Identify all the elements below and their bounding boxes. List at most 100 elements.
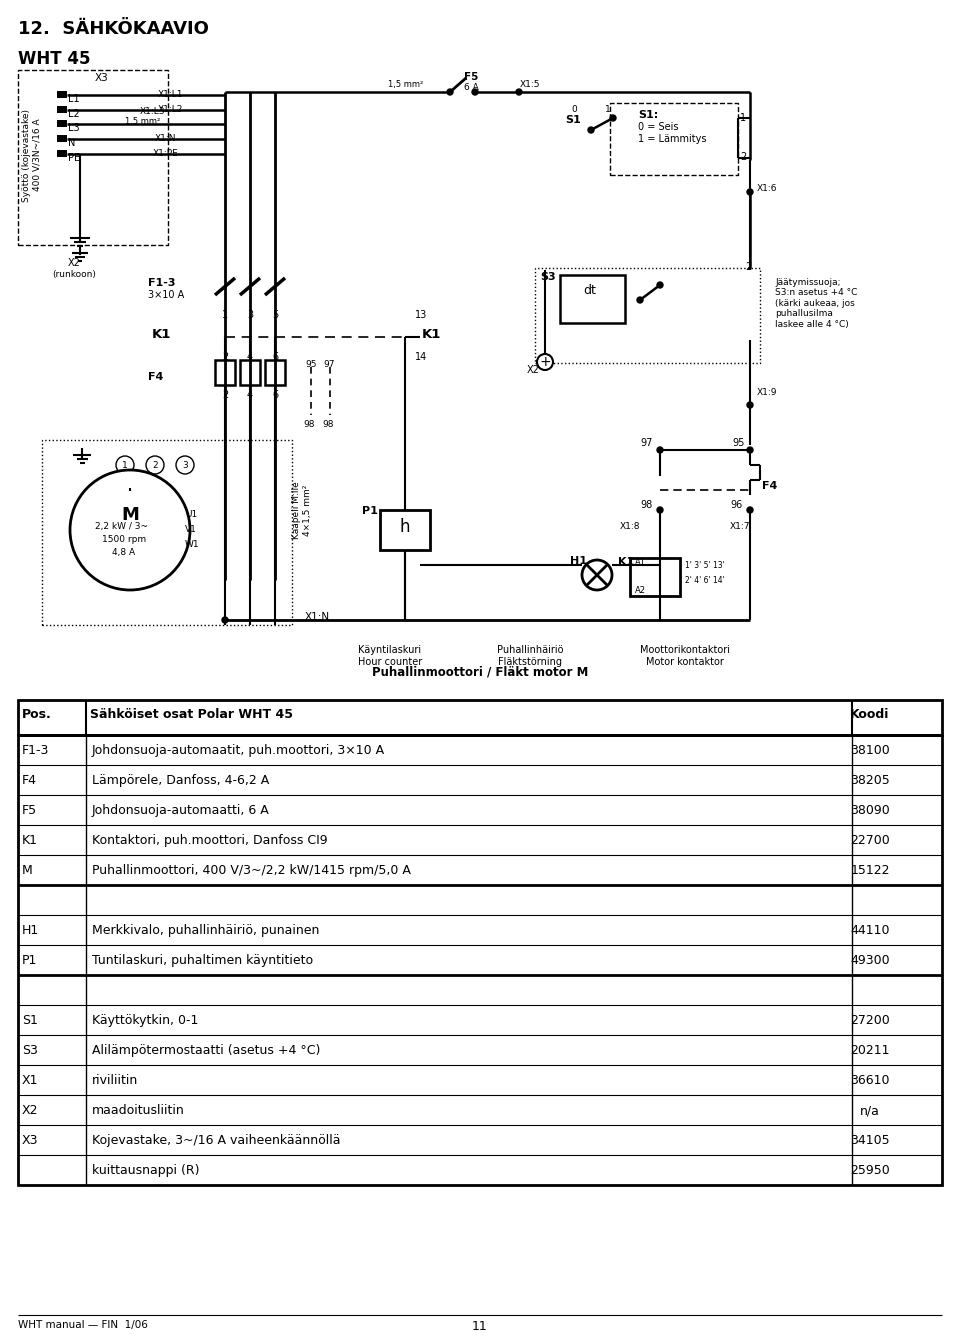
Text: V1: V1 [185,524,197,534]
Text: X1:PE: X1:PE [153,149,179,158]
Text: riviliitin: riviliitin [92,1074,138,1088]
Bar [42,440,292,625]
Text: 2: 2 [740,152,746,162]
Text: X1:7: X1:7 [730,522,751,531]
Text: A1: A1 [635,558,646,567]
Text: 13: 13 [415,310,427,320]
Text: W1: W1 [185,540,200,548]
Circle shape [588,127,594,133]
Bar [610,103,738,174]
Circle shape [747,507,753,514]
Circle shape [70,469,190,590]
Text: Johdonsuoja-automaatit, puh.moottori, 3×10 A: Johdonsuoja-automaatit, puh.moottori, 3×… [92,744,385,758]
Text: 15122: 15122 [851,864,890,877]
Text: F1-3: F1-3 [148,278,176,288]
Text: 2: 2 [222,351,228,362]
Text: 0 = Seis: 0 = Seis [638,122,679,131]
Text: Puhallinmoottori / Fläkt motor M: Puhallinmoottori / Fläkt motor M [372,665,588,679]
Text: kuittausnappi (R): kuittausnappi (R) [92,1164,200,1177]
Text: L2: L2 [68,109,80,119]
Text: 22700: 22700 [851,834,890,848]
Text: 49300: 49300 [851,953,890,967]
Text: X1:N: X1:N [155,134,177,143]
Circle shape [610,115,616,121]
Text: 38090: 38090 [851,805,890,817]
Circle shape [657,447,663,453]
Text: 25950: 25950 [851,1164,890,1177]
Text: 97: 97 [640,439,653,448]
Text: dt: dt [584,283,596,296]
Text: L3: L3 [68,123,80,133]
Text: 3: 3 [182,460,188,469]
Bar [240,359,260,385]
Circle shape [176,456,194,473]
Text: H1: H1 [570,557,587,566]
Text: X1:L1: X1:L1 [158,90,183,99]
Circle shape [516,89,522,95]
Text: K1: K1 [22,834,38,848]
Bar [630,558,680,595]
Text: (runkoon): (runkoon) [52,270,96,279]
Text: 0: 0 [571,105,577,114]
Text: 27200: 27200 [851,1014,890,1027]
Text: 1: 1 [122,460,128,469]
Bar [215,359,235,385]
Circle shape [472,89,478,95]
Text: 2: 2 [153,460,157,469]
Text: 98: 98 [322,420,333,429]
Bar [18,735,942,1185]
Text: Johdonsuoja-automaatti, 6 A: Johdonsuoja-automaatti, 6 A [92,805,270,817]
Bar [57,135,67,142]
Text: X1:9: X1:9 [757,388,778,397]
Text: S3: S3 [540,272,556,282]
Circle shape [747,402,753,408]
Text: Koodi: Koodi [851,708,890,721]
Bar [57,91,67,98]
Text: 3×10 A: 3×10 A [148,290,184,300]
Text: Merkkivalo, puhallinhäiriö, punainen: Merkkivalo, puhallinhäiriö, punainen [92,924,320,937]
Text: 1500 rpm: 1500 rpm [102,535,146,544]
Bar [57,150,67,157]
Text: S1:: S1: [638,110,659,119]
Text: K1: K1 [152,329,172,341]
Text: 44110: 44110 [851,924,890,937]
Text: 1,5 mm²: 1,5 mm² [125,117,160,126]
Text: N: N [68,138,76,148]
Text: 98: 98 [640,500,652,510]
Text: 2: 2 [745,261,752,272]
Text: WHT manual — FIN  1/06: WHT manual — FIN 1/06 [18,1320,148,1330]
Text: Lämpörele, Danfoss, 4-6,2 A: Lämpörele, Danfoss, 4-6,2 A [92,774,269,787]
Bar [18,700,942,735]
Text: 96: 96 [730,500,742,510]
Text: F4: F4 [762,481,778,491]
Text: X1:L3: X1:L3 [140,107,165,117]
Text: 12.  SÄHKÖKAAVIO: 12. SÄHKÖKAAVIO [18,20,209,38]
Text: 11: 11 [472,1320,488,1333]
Text: 34105: 34105 [851,1134,890,1147]
Text: F4: F4 [22,774,37,787]
Text: Puhallinhäiriö
Fläktstörning: Puhallinhäiriö Fläktstörning [496,645,564,666]
Text: 1: 1 [605,105,611,114]
Text: 14: 14 [415,351,427,362]
Text: K1: K1 [618,557,635,567]
Bar [380,510,430,550]
Text: Kojevastake, 3~/16 A vaiheenkäännöllä: Kojevastake, 3~/16 A vaiheenkäännöllä [92,1134,341,1147]
Text: 4,8 A: 4,8 A [112,548,135,557]
Circle shape [146,456,164,473]
Circle shape [747,447,753,453]
Text: Pos.: Pos. [22,708,52,721]
Text: 6: 6 [272,390,278,400]
Text: Alilämpötermostaatti (asetus +4 °C): Alilämpötermostaatti (asetus +4 °C) [92,1045,321,1057]
Text: X1:5: X1:5 [520,80,540,89]
Text: h: h [399,518,410,536]
Text: 1' 3' 5' 13': 1' 3' 5' 13' [685,561,725,570]
Circle shape [657,282,663,288]
Text: 36610: 36610 [851,1074,890,1088]
Text: 1 = Lämmitys: 1 = Lämmitys [638,134,707,143]
Text: 2' 4' 6' 14': 2' 4' 6' 14' [685,575,725,585]
Text: X2: X2 [22,1104,38,1117]
Text: L1: L1 [68,94,80,105]
Text: 1,5 mm²: 1,5 mm² [388,80,423,89]
Text: 95: 95 [305,359,317,369]
Text: F1-3: F1-3 [22,744,49,758]
